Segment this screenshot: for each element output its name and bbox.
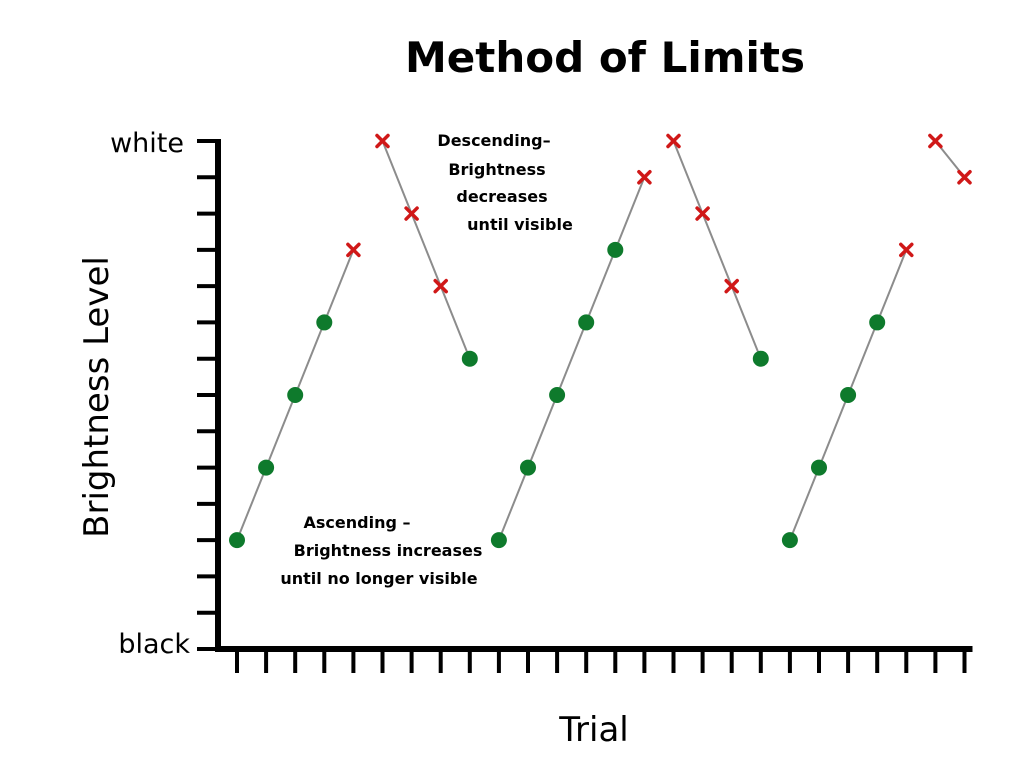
point-not-visible bbox=[957, 170, 972, 185]
point-visible bbox=[229, 532, 245, 549]
point-not-visible bbox=[928, 133, 943, 149]
point-visible bbox=[490, 532, 507, 549]
point-visible bbox=[549, 387, 566, 403]
annotation-ascending: Ascending – Brightness increases until no … bbox=[280, 513, 482, 588]
annotation-line: Brightness increases bbox=[294, 541, 483, 560]
annotation-line: until no longer visible bbox=[280, 569, 477, 588]
point-not-visible bbox=[899, 242, 914, 258]
annotation-descending: Descending– Brightness decreases until visi… bbox=[437, 131, 573, 234]
series-lines bbox=[236, 140, 966, 541]
point-visible bbox=[316, 314, 333, 331]
y-tick-label-black: black bbox=[118, 629, 190, 660]
point-not-visible bbox=[637, 170, 652, 185]
y-tick-label-white: white bbox=[110, 128, 184, 159]
point-not-visible bbox=[666, 133, 681, 149]
point-visible bbox=[461, 350, 478, 367]
axes bbox=[197, 139, 973, 673]
x-axis-label: Trial bbox=[558, 710, 628, 750]
point-visible bbox=[287, 387, 304, 403]
point-not-visible bbox=[375, 133, 390, 149]
y-axis-label: Brightness Level bbox=[77, 256, 117, 538]
point-visible bbox=[840, 387, 857, 403]
point-visible bbox=[520, 459, 536, 476]
annotation-line: Ascending – bbox=[304, 513, 411, 532]
point-not-visible bbox=[724, 278, 739, 294]
point-visible bbox=[607, 241, 624, 258]
point-visible bbox=[578, 314, 595, 331]
point-visible bbox=[258, 459, 275, 476]
point-visible bbox=[869, 314, 886, 331]
point-visible bbox=[781, 532, 798, 549]
point-not-visible bbox=[404, 206, 419, 221]
series-line-4-descending bbox=[672, 140, 762, 360]
annotation-line: decreases bbox=[456, 187, 547, 206]
point-not-visible bbox=[433, 278, 448, 294]
series-line-3-ascending bbox=[497, 176, 646, 541]
data-points bbox=[229, 133, 972, 549]
point-not-visible bbox=[346, 242, 361, 258]
point-visible bbox=[811, 459, 827, 476]
annotation-line: until visible bbox=[467, 215, 573, 234]
annotation-line: Brightness bbox=[448, 160, 545, 179]
chart-title: Method of Limits bbox=[405, 33, 805, 82]
point-visible bbox=[752, 350, 769, 367]
point-not-visible bbox=[695, 206, 710, 221]
series-line-2-descending bbox=[381, 140, 471, 360]
annotation-line: Descending– bbox=[437, 131, 550, 150]
